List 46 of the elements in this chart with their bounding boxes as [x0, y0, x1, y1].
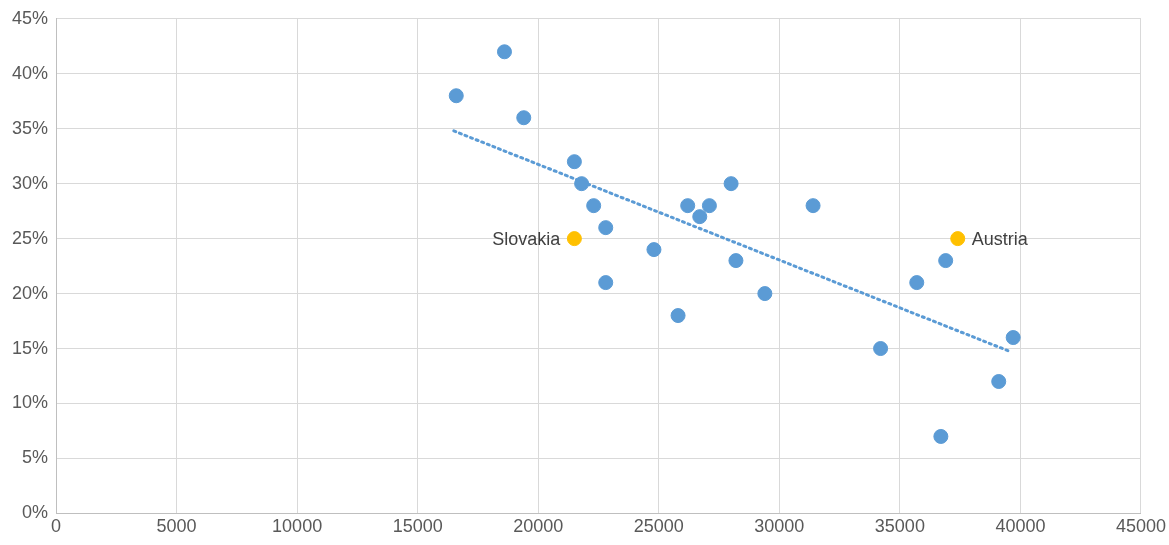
- x-tick-label: 20000: [513, 516, 564, 537]
- y-tick-label: 20%: [12, 282, 49, 303]
- y-tick-label: 35%: [12, 117, 49, 138]
- point: [701, 198, 717, 214]
- x-tick-label: 25000: [633, 516, 684, 537]
- y-tick-label: 15%: [12, 337, 49, 358]
- point: [805, 198, 821, 214]
- y-tick-label: 25%: [12, 227, 49, 248]
- point: [448, 88, 464, 104]
- x-tick-label: 5000: [156, 516, 197, 537]
- point: [496, 44, 512, 60]
- y-tick-label: 10%: [12, 392, 49, 413]
- point: [586, 198, 602, 214]
- point: [728, 253, 744, 269]
- point: [991, 374, 1007, 390]
- y-tick-label: 40%: [12, 62, 49, 83]
- point: [1005, 330, 1021, 346]
- point: [566, 154, 582, 170]
- point: [516, 110, 532, 126]
- point: [938, 253, 954, 269]
- point: [723, 176, 739, 192]
- annotation: Slovakia: [492, 228, 562, 249]
- point: [670, 308, 686, 324]
- point: [692, 209, 708, 225]
- x-tick-label: 0: [51, 516, 62, 537]
- y-tick-label: 5%: [22, 447, 49, 468]
- x-tick-label: 10000: [272, 516, 323, 537]
- point: [680, 198, 696, 214]
- point: [757, 286, 773, 302]
- point: [909, 275, 925, 291]
- point: [933, 428, 949, 444]
- x-tick-label: 45000: [1115, 516, 1166, 537]
- y-tick-label: 0%: [22, 502, 49, 523]
- point: [598, 220, 614, 236]
- x-tick-label: 30000: [754, 516, 805, 537]
- x-tick-label: 15000: [392, 516, 443, 537]
- point: [873, 341, 889, 357]
- y-tick-label: 45%: [12, 7, 49, 28]
- y-tick-label: 30%: [12, 172, 49, 193]
- x-tick-label: 35000: [874, 516, 925, 537]
- point: [598, 275, 614, 291]
- x-tick-label: 40000: [995, 516, 1046, 537]
- point: [950, 231, 966, 247]
- point: [566, 231, 582, 247]
- point: [646, 242, 662, 258]
- annotation: Austria: [971, 228, 1029, 249]
